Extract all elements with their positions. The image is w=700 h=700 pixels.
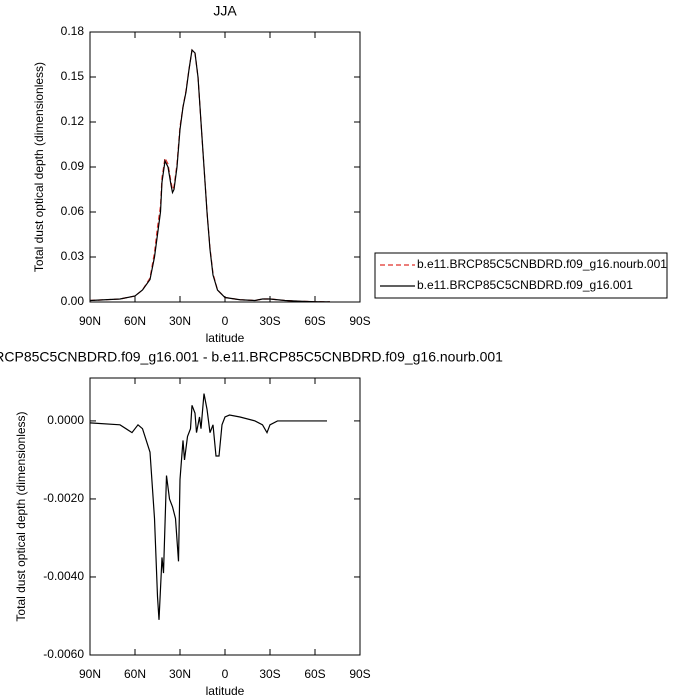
x-axis-label: latitude	[206, 331, 245, 345]
chart-title: b.e11.BRCP85C5CNBDRD.f09_g16.001 - b.e11…	[0, 349, 503, 365]
y-tick-label: 0.06	[61, 204, 85, 218]
legend-label: b.e11.BRCP85C5CNBDRD.f09_g16.001	[417, 278, 633, 292]
x-tick-label: 90N	[79, 667, 101, 681]
y-tick-label: 0.0000	[47, 413, 84, 427]
data-line	[89, 48, 331, 303]
data-line	[89, 393, 327, 620]
x-tick-label: 30N	[169, 314, 191, 328]
x-tick-label: 90S	[349, 667, 370, 681]
x-tick-label: 30N	[169, 667, 191, 681]
plot-frame	[89, 31, 361, 303]
legend-box	[374, 252, 668, 299]
y-tick-label: -0.0060	[43, 647, 84, 661]
x-tick-label: 90N	[79, 314, 101, 328]
y-tick-label: -0.0020	[43, 491, 84, 505]
x-tick-label: 60S	[304, 314, 325, 328]
x-axis-label: latitude	[206, 684, 245, 698]
x-tick-label: 60S	[304, 667, 325, 681]
x-tick-label: 60N	[124, 667, 146, 681]
y-tick-label: 0.09	[61, 159, 85, 173]
y-axis-label: Total dust optical depth (dimensionless)	[32, 62, 46, 272]
data-line	[89, 48, 331, 303]
y-axis-label: Total dust optical depth (dimensionless)	[14, 411, 28, 621]
x-tick-label: 90S	[349, 314, 370, 328]
legend-label: b.e11.BRCP85C5CNBDRD.f09_g16.nourb.001	[417, 257, 667, 271]
x-tick-label: 0	[222, 314, 229, 328]
y-tick-label: 0.12	[61, 114, 85, 128]
chart-title: JJA	[213, 3, 237, 19]
x-tick-label: 30S	[259, 667, 280, 681]
y-tick-label: 0.18	[61, 24, 85, 38]
x-tick-label: 60N	[124, 314, 146, 328]
x-tick-label: 30S	[259, 314, 280, 328]
x-tick-label: 0	[222, 667, 229, 681]
y-tick-label: 0.03	[61, 249, 85, 263]
plot-frame	[89, 377, 361, 656]
y-tick-label: 0.00	[61, 294, 85, 308]
y-tick-label: -0.0040	[43, 569, 84, 583]
y-tick-label: 0.15	[61, 69, 85, 83]
